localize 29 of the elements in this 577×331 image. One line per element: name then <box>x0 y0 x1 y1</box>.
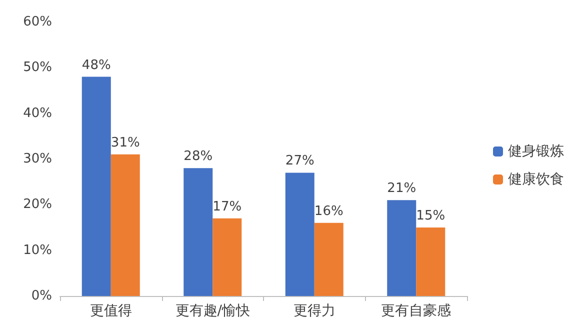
legend-label: 健身锻炼 <box>508 144 564 160</box>
y-tick-label: 0% <box>31 288 52 304</box>
bar <box>387 200 416 296</box>
y-tick-label: 60% <box>23 14 52 30</box>
bar <box>416 228 446 296</box>
y-tick-label: 30% <box>23 152 52 166</box>
bar <box>82 76 111 296</box>
y-tick-label: 50% <box>23 60 52 76</box>
x-tick-label: 更得力 <box>293 303 336 319</box>
data-label: 16% <box>314 204 344 219</box>
bar <box>314 222 344 296</box>
data-label: 17% <box>212 199 242 214</box>
bar <box>110 154 140 296</box>
bar <box>212 218 242 296</box>
bar <box>285 172 314 296</box>
y-tick-label: 40% <box>23 106 52 121</box>
legend-label: 健康饮食 <box>508 172 564 188</box>
x-tick-label: 更值得 <box>90 303 132 319</box>
x-tick-label: 更有趣/愉快 <box>175 303 250 319</box>
y-tick-label: 20% <box>23 197 52 212</box>
data-label: 31% <box>110 135 140 150</box>
bar <box>184 168 213 296</box>
data-label: 15% <box>416 208 446 224</box>
data-label: 27% <box>285 154 314 169</box>
data-label: 21% <box>387 181 416 196</box>
y-tick-label: 10% <box>23 242 52 258</box>
data-label: 28% <box>184 149 213 164</box>
x-tick-label: 更有自豪感 <box>381 303 452 319</box>
data-label: 48% <box>82 58 111 73</box>
